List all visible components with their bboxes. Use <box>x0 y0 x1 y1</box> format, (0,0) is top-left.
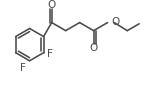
Text: O: O <box>111 17 119 27</box>
Text: O: O <box>48 0 56 10</box>
Text: F: F <box>47 49 53 59</box>
Text: O: O <box>89 43 98 53</box>
Text: F: F <box>20 63 26 73</box>
